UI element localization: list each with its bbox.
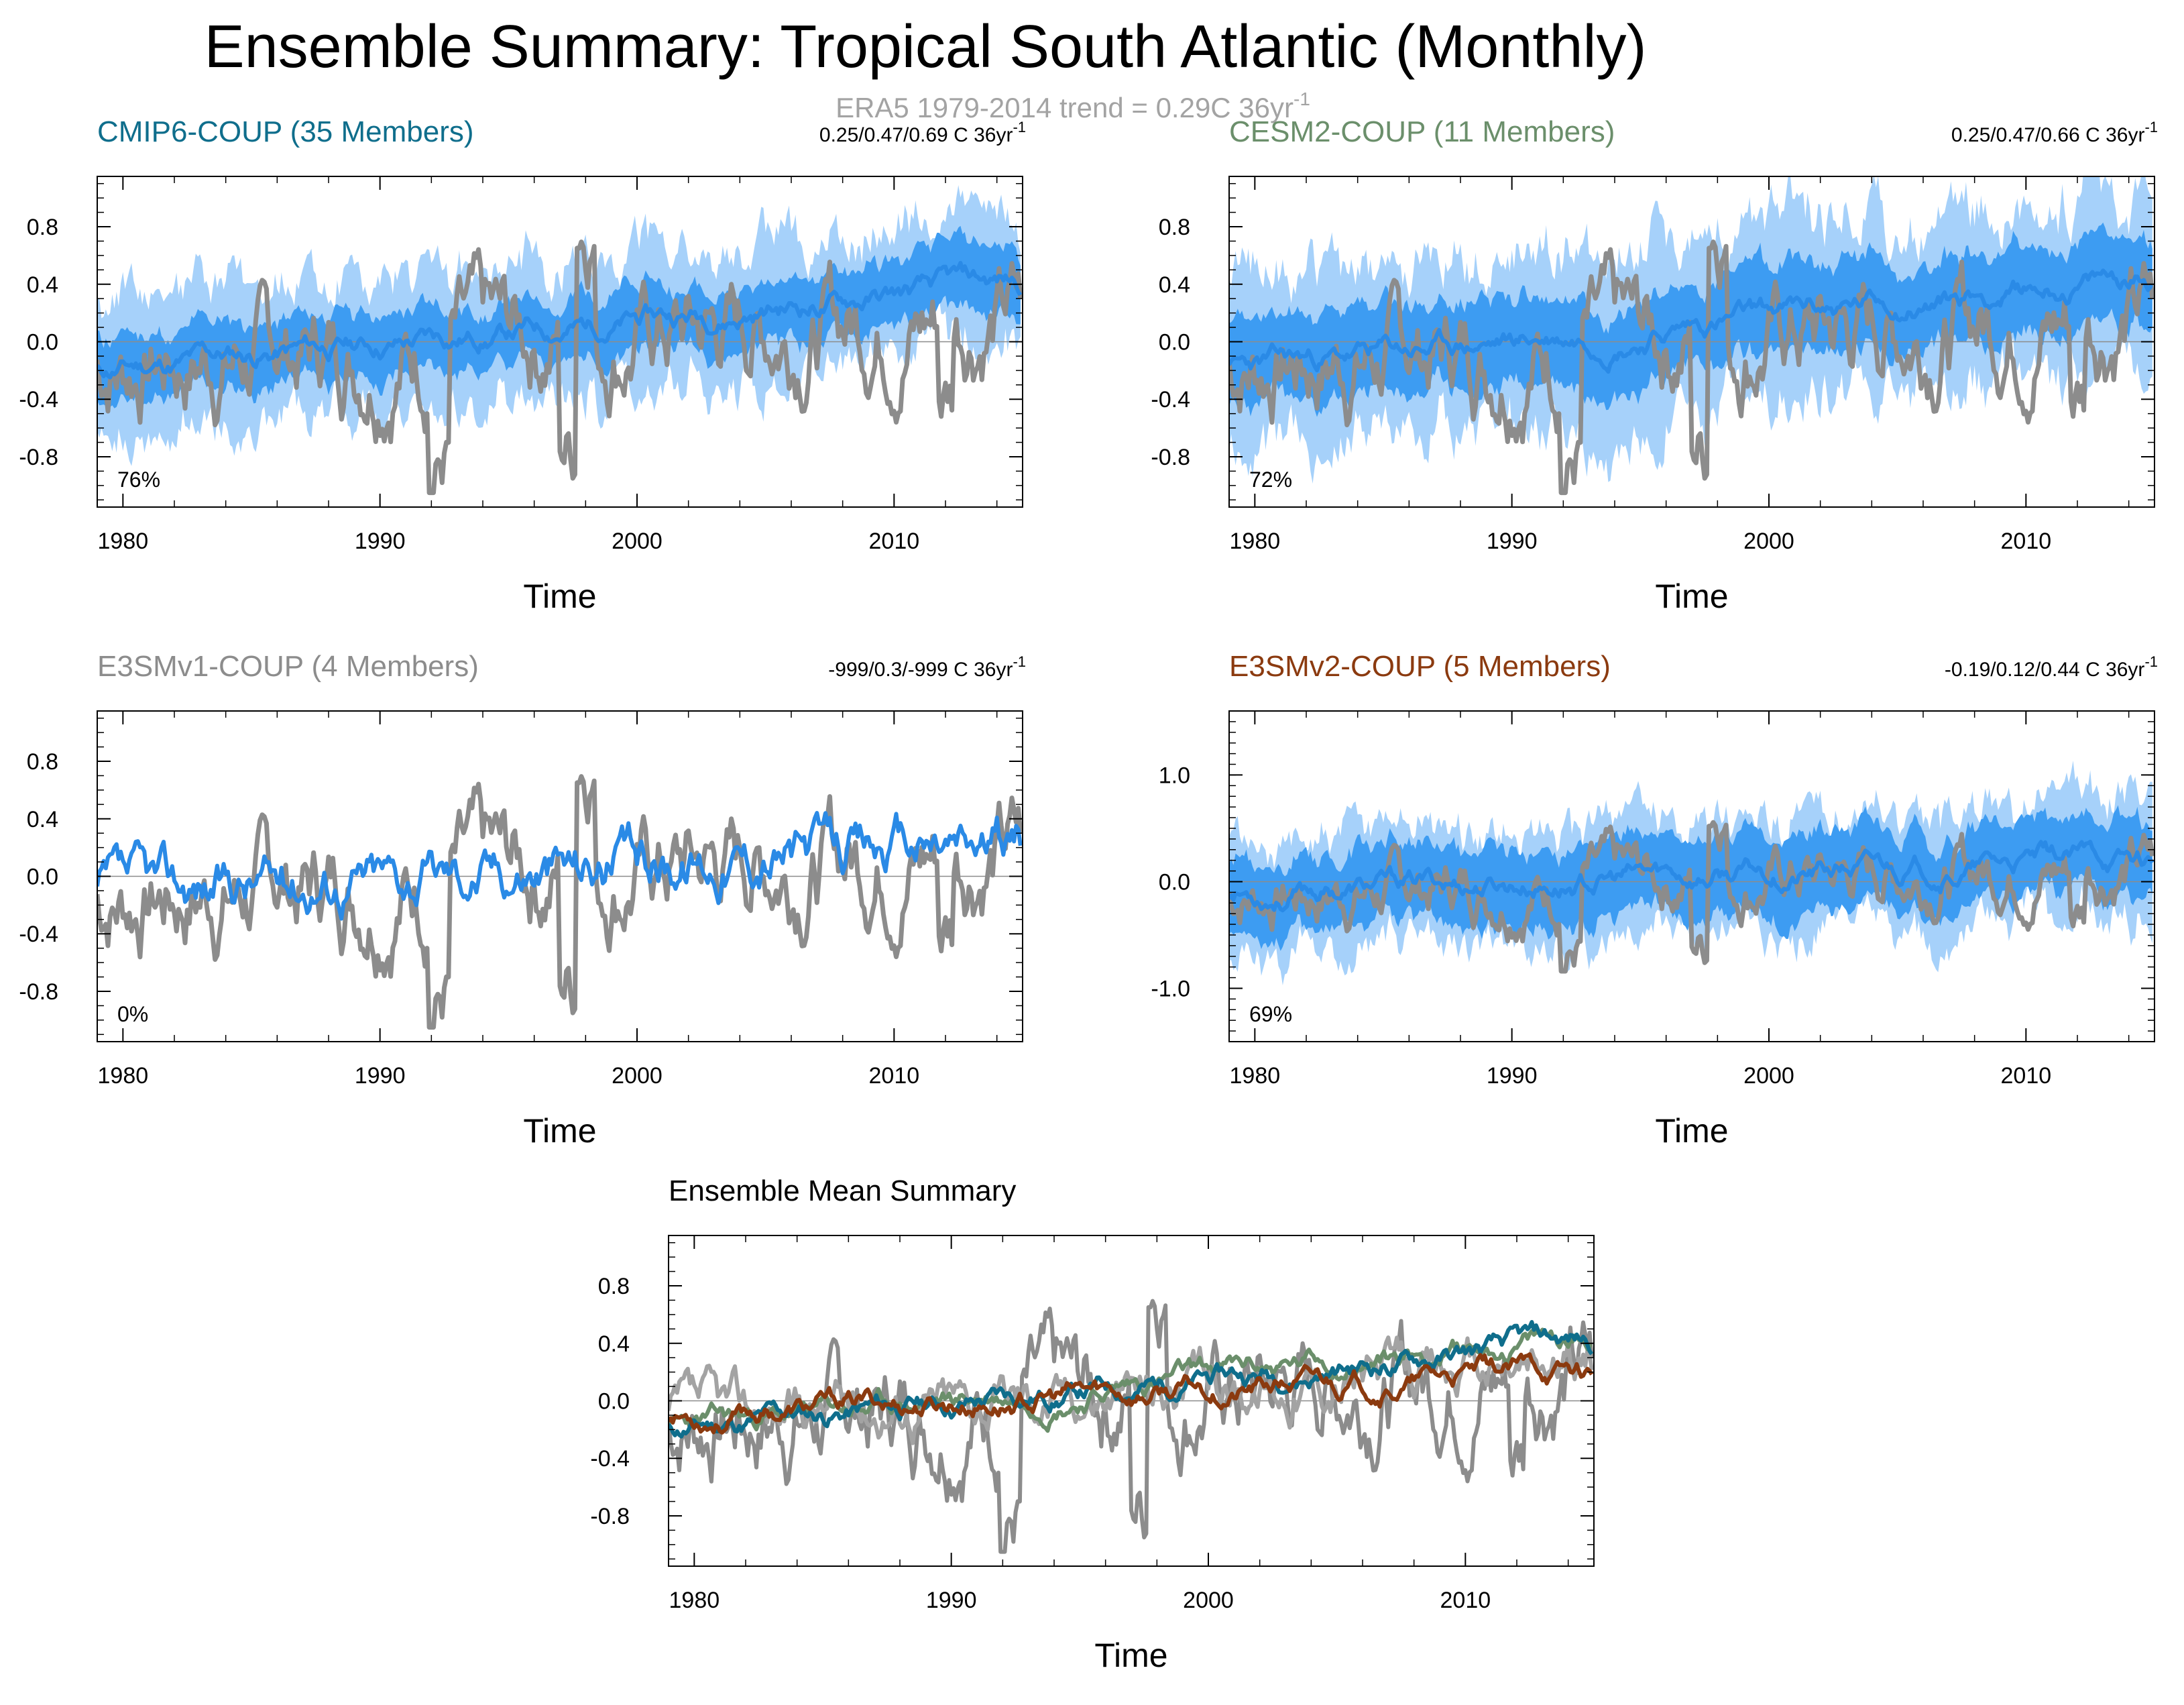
- era5-trend-sup: -1: [1294, 89, 1310, 109]
- percent-label-cmip6: 76%: [117, 468, 160, 492]
- plot-trend-sup-cmip6: -1: [1013, 119, 1026, 135]
- y-tick-label: 0.4: [598, 1331, 630, 1357]
- x-tick-label: 1980: [1230, 529, 1281, 554]
- ensemble-mean-line-cesm2: [1229, 268, 2153, 374]
- plot-trend-cesm2: 0.25/0.47/0.66 C 36yr-1: [1951, 119, 2158, 146]
- x-tick-label: 1990: [926, 1588, 977, 1613]
- y-tick-label: 1.0: [1159, 763, 1190, 788]
- x-tick-label: 1990: [1487, 1063, 1538, 1089]
- plot-title-e3smv1: E3SMv1-COUP (4 Members): [97, 650, 479, 683]
- plot-area-mean: [669, 1299, 1594, 1554]
- x-tick-label: 1980: [98, 529, 149, 554]
- plot-area-e3smv1: [97, 774, 1023, 1030]
- plot-area-cmip6: [97, 185, 1023, 496]
- inner-spread-band-cmip6: [97, 225, 1021, 408]
- y-tick-label: 0.4: [27, 807, 58, 832]
- plot-e3smv2: E3SMv2-COUP (5 Members) -0.19/0.12/0.44 C…: [1151, 650, 2158, 1150]
- plot-trend-text-e3smv2: -0.19/0.12/0.44 C 36yr: [1945, 659, 2145, 681]
- series-line-e3smv2-coup: [669, 1352, 1594, 1435]
- x-tick-label: 2000: [612, 1063, 663, 1089]
- plot-e3smv1: E3SMv1-COUP (4 Members) -999/0.3/-999 C 3…: [19, 650, 1026, 1150]
- y-tick-label: 0.0: [27, 865, 58, 890]
- x-tick-label: 2010: [869, 529, 920, 554]
- x-tick-label: 1990: [355, 529, 406, 554]
- x-tick-label: 2010: [1440, 1588, 1491, 1613]
- y-tick-label: 0.4: [27, 272, 58, 298]
- x-axis-label-mean: Time: [1094, 1637, 1167, 1674]
- plot-area-cesm2: [1229, 176, 2154, 496]
- y-tick-label: 0.8: [598, 1274, 630, 1299]
- x-tick-label: 1990: [1487, 529, 1538, 554]
- plot-trend-sup-cesm2: -1: [2144, 119, 2158, 135]
- y-tick-label: 0.0: [1159, 330, 1190, 355]
- plot-cmip6: CMIP6-COUP (35 Members) 0.25/0.47/0.69 C …: [19, 115, 1026, 615]
- y-tick-label: 0.8: [27, 215, 58, 240]
- x-tick-label: 2000: [1743, 529, 1794, 554]
- y-tick-label: -0.4: [19, 922, 58, 947]
- y-tick-label: 0.0: [27, 330, 58, 355]
- x-axis-label-cmip6: Time: [523, 578, 596, 615]
- x-tick-label: 2010: [2001, 1063, 2052, 1089]
- plot-trend-sup-e3smv2: -1: [2144, 653, 2158, 670]
- y-tick-label: -0.8: [19, 979, 58, 1005]
- x-tick-label: 1990: [355, 1063, 406, 1089]
- plot-trend-sup-e3smv1: -1: [1013, 653, 1026, 670]
- x-tick-label: 2010: [2001, 529, 2052, 554]
- ensemble-mean-line-e3smv1: [97, 811, 1023, 921]
- plot-trend-text-e3smv1: -999/0.3/-999 C 36yr: [828, 659, 1013, 681]
- x-tick-label: 1980: [669, 1588, 720, 1613]
- era5-line-cesm2: [1229, 239, 2154, 496]
- y-tick-label: -0.8: [590, 1504, 630, 1529]
- plot-title-mean: Ensemble Mean Summary: [669, 1174, 1016, 1207]
- ensemble-mean-line-cmip6: [97, 261, 1023, 380]
- y-tick-label: -1.0: [1151, 976, 1190, 1001]
- y-tick-label: 0.8: [27, 749, 58, 775]
- plot-frame-e3smv2: [1228, 710, 2155, 1042]
- x-tick-label: 1980: [1230, 1063, 1281, 1089]
- plot-title-e3smv2: E3SMv2-COUP (5 Members): [1229, 650, 1611, 683]
- y-tick-label: 0.0: [1159, 869, 1190, 895]
- inner-spread-band-cesm2: [1229, 222, 2152, 417]
- plot-cesm2: CESM2-COUP (11 Members) 0.25/0.47/0.66 C …: [1151, 115, 2158, 615]
- series-line-era5: [669, 1299, 1594, 1554]
- y-tick-label: 0.4: [1159, 272, 1190, 298]
- plot-title-cesm2: CESM2-COUP (11 Members): [1229, 115, 1615, 148]
- era5-line-e3smv2: [1229, 820, 2154, 974]
- x-axis-label-cesm2: Time: [1655, 578, 1728, 615]
- x-tick-label: 2000: [1743, 1063, 1794, 1089]
- x-axis-label-e3smv1: Time: [523, 1112, 596, 1150]
- plot-trend-e3smv1: -999/0.3/-999 C 36yr-1: [828, 653, 1026, 681]
- y-tick-label: -0.4: [19, 387, 58, 412]
- y-tick-label: 0.0: [598, 1389, 630, 1415]
- era5-line-cmip6: [97, 239, 1023, 496]
- plot-trend-text-cmip6: 0.25/0.47/0.69 C 36yr: [819, 124, 1013, 146]
- x-tick-label: 1980: [98, 1063, 149, 1089]
- percent-label-e3smv2: 69%: [1249, 1002, 1292, 1026]
- y-tick-label: -0.4: [590, 1446, 630, 1472]
- percent-label-cesm2: 72%: [1249, 468, 1292, 492]
- percent-label-e3smv1: 0%: [117, 1002, 148, 1026]
- y-tick-label: -0.4: [1151, 387, 1190, 412]
- ensemble-mean-line-e3smv2: [1229, 840, 2154, 913]
- plot-mean: Ensemble Mean Summary -0.8 -0.4 0.0 0.4 0.8 19…: [590, 1174, 1595, 1674]
- x-tick-label: 2010: [869, 1063, 920, 1089]
- y-tick-label: 0.8: [1159, 215, 1190, 240]
- plots-group: CMIP6-COUP (35 Members) 0.25/0.47/0.69 C …: [19, 115, 2158, 1674]
- plot-title-cmip6: CMIP6-COUP (35 Members): [97, 115, 474, 148]
- plot-trend-e3smv2: -0.19/0.12/0.44 C 36yr-1: [1945, 653, 2158, 681]
- x-tick-label: 2000: [1183, 1588, 1234, 1613]
- plot-trend-cmip6: 0.25/0.47/0.69 C 36yr-1: [819, 119, 1026, 146]
- era5-trend-subtitle: ERA5 1979-2014 trend = 0.29C 36yr-1: [836, 89, 1310, 123]
- x-axis-label-e3smv2: Time: [1655, 1112, 1728, 1150]
- era5-line-e3smv1: [97, 774, 1023, 1030]
- y-tick-label: -0.8: [19, 445, 58, 470]
- plot-area-e3smv2: [1229, 761, 2154, 985]
- figure-title: Ensemble Summary: Tropical South Atlanti…: [205, 13, 1647, 80]
- x-tick-label: 2000: [612, 529, 663, 554]
- era5-trend-text: ERA5 1979-2014 trend = 0.29C 36yr: [836, 92, 1294, 123]
- plot-trend-text-cesm2: 0.25/0.47/0.66 C 36yr: [1951, 124, 2145, 146]
- y-tick-label: -0.8: [1151, 445, 1190, 470]
